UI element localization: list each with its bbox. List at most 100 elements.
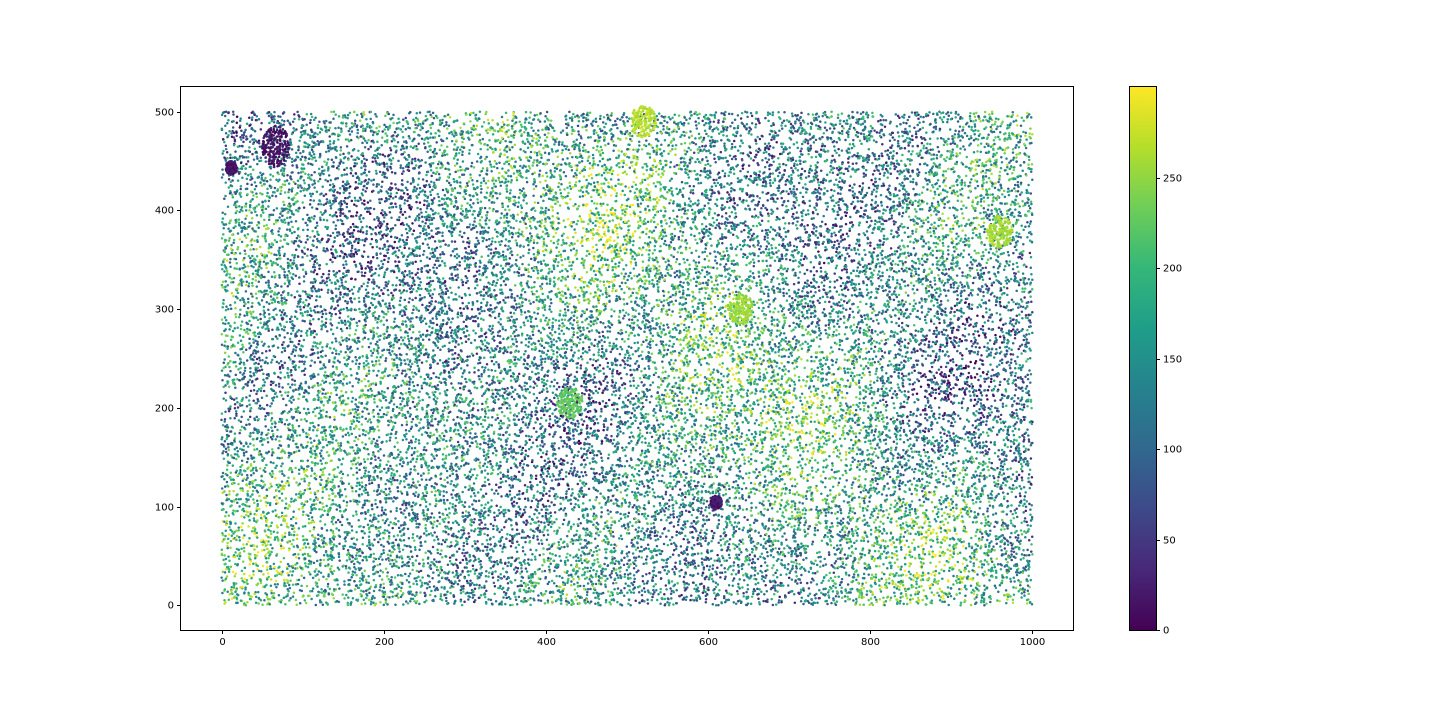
scatter-point xyxy=(844,396,847,400)
scatter-point xyxy=(406,358,409,361)
scatter-point xyxy=(606,537,609,541)
scatter-point xyxy=(852,575,856,579)
scatter-point xyxy=(270,301,274,305)
scatter-point xyxy=(228,236,231,240)
scatter-point xyxy=(1005,513,1009,516)
scatter-point xyxy=(675,269,679,273)
scatter-point xyxy=(973,125,977,128)
scatter-point xyxy=(568,264,571,268)
scatter-point xyxy=(314,414,317,418)
scatter-point xyxy=(360,274,364,277)
scatter-point xyxy=(861,111,865,114)
scatter-point xyxy=(510,395,514,399)
scatter-point xyxy=(1028,486,1032,490)
scatter-point xyxy=(828,571,832,575)
scatter-point xyxy=(696,493,700,496)
scatter-point xyxy=(698,452,702,456)
scatter-point xyxy=(497,179,501,182)
scatter-point xyxy=(1031,132,1034,136)
scatter-point xyxy=(480,215,484,219)
scatter-point xyxy=(446,545,449,548)
scatter-point xyxy=(280,350,284,354)
scatter-point xyxy=(278,457,281,460)
scatter-point xyxy=(790,525,793,529)
scatter-point xyxy=(478,549,482,552)
scatter-point xyxy=(756,326,759,329)
scatter-point xyxy=(433,493,437,497)
scatter-point xyxy=(662,453,665,457)
scatter-point xyxy=(885,581,888,584)
scatter-point xyxy=(979,268,983,272)
scatter-point xyxy=(246,332,250,335)
scatter-point xyxy=(436,346,440,350)
scatter-point xyxy=(534,413,537,417)
scatter-point xyxy=(584,453,588,456)
scatter-point xyxy=(346,315,350,318)
scatter-point xyxy=(410,271,414,275)
scatter-point xyxy=(268,349,271,352)
scatter-point xyxy=(774,603,778,606)
scatter-point xyxy=(843,437,847,440)
scatter-point xyxy=(223,114,227,118)
scatter-point xyxy=(837,393,840,397)
scatter-point xyxy=(858,475,861,478)
scatter-point xyxy=(915,392,919,395)
scatter-point xyxy=(955,507,958,510)
scatter-point xyxy=(598,117,602,121)
scatter-point xyxy=(963,323,967,327)
scatter-point xyxy=(783,319,786,323)
scatter-point xyxy=(257,388,261,391)
scatter-point xyxy=(338,316,341,320)
scatter-point xyxy=(325,578,328,581)
scatter-point xyxy=(558,575,561,578)
scatter-point xyxy=(486,210,489,214)
scatter-point xyxy=(722,250,725,254)
scatter-point xyxy=(408,269,411,273)
scatter-point xyxy=(731,291,735,294)
scatter-point xyxy=(537,118,540,121)
scatter-point xyxy=(814,559,817,562)
scatter-point xyxy=(287,434,290,437)
scatter-point xyxy=(900,548,903,551)
scatter-point xyxy=(304,562,307,565)
scatter-point xyxy=(704,163,707,167)
scatter-point xyxy=(444,517,447,520)
scatter-point xyxy=(575,591,579,595)
scatter-point xyxy=(954,579,958,582)
scatter-point xyxy=(383,216,386,219)
scatter-point xyxy=(424,322,428,325)
scatter-point xyxy=(616,236,620,239)
scatter-point xyxy=(461,150,464,153)
scatter-point xyxy=(913,369,916,373)
scatter-point xyxy=(588,442,591,446)
scatter-point xyxy=(412,481,415,484)
scatter-point xyxy=(634,559,637,562)
scatter-point xyxy=(850,294,854,297)
scatter-point xyxy=(627,511,631,515)
scatter-point xyxy=(873,169,876,173)
scatter-point xyxy=(663,206,667,210)
scatter-point xyxy=(1011,172,1014,175)
scatter-point xyxy=(467,180,471,183)
scatter-point xyxy=(869,279,873,283)
scatter-point xyxy=(592,156,595,160)
scatter-point xyxy=(263,218,266,222)
scatter-point xyxy=(774,425,778,428)
scatter-point xyxy=(745,256,749,260)
scatter-point xyxy=(495,376,499,379)
scatter-point xyxy=(414,438,418,441)
scatter-point xyxy=(858,390,862,394)
scatter-point xyxy=(576,419,579,423)
scatter-point xyxy=(725,325,728,329)
scatter-point xyxy=(741,339,745,343)
scatter-point xyxy=(631,353,635,356)
scatter-point xyxy=(704,291,708,295)
scatter-point xyxy=(1010,477,1013,481)
scatter-point xyxy=(677,208,681,212)
scatter-point xyxy=(646,462,649,465)
scatter-point xyxy=(411,536,414,539)
scatter-point xyxy=(1028,502,1031,506)
scatter-point xyxy=(299,548,302,552)
scatter-point xyxy=(822,261,826,265)
scatter-point xyxy=(358,579,362,583)
